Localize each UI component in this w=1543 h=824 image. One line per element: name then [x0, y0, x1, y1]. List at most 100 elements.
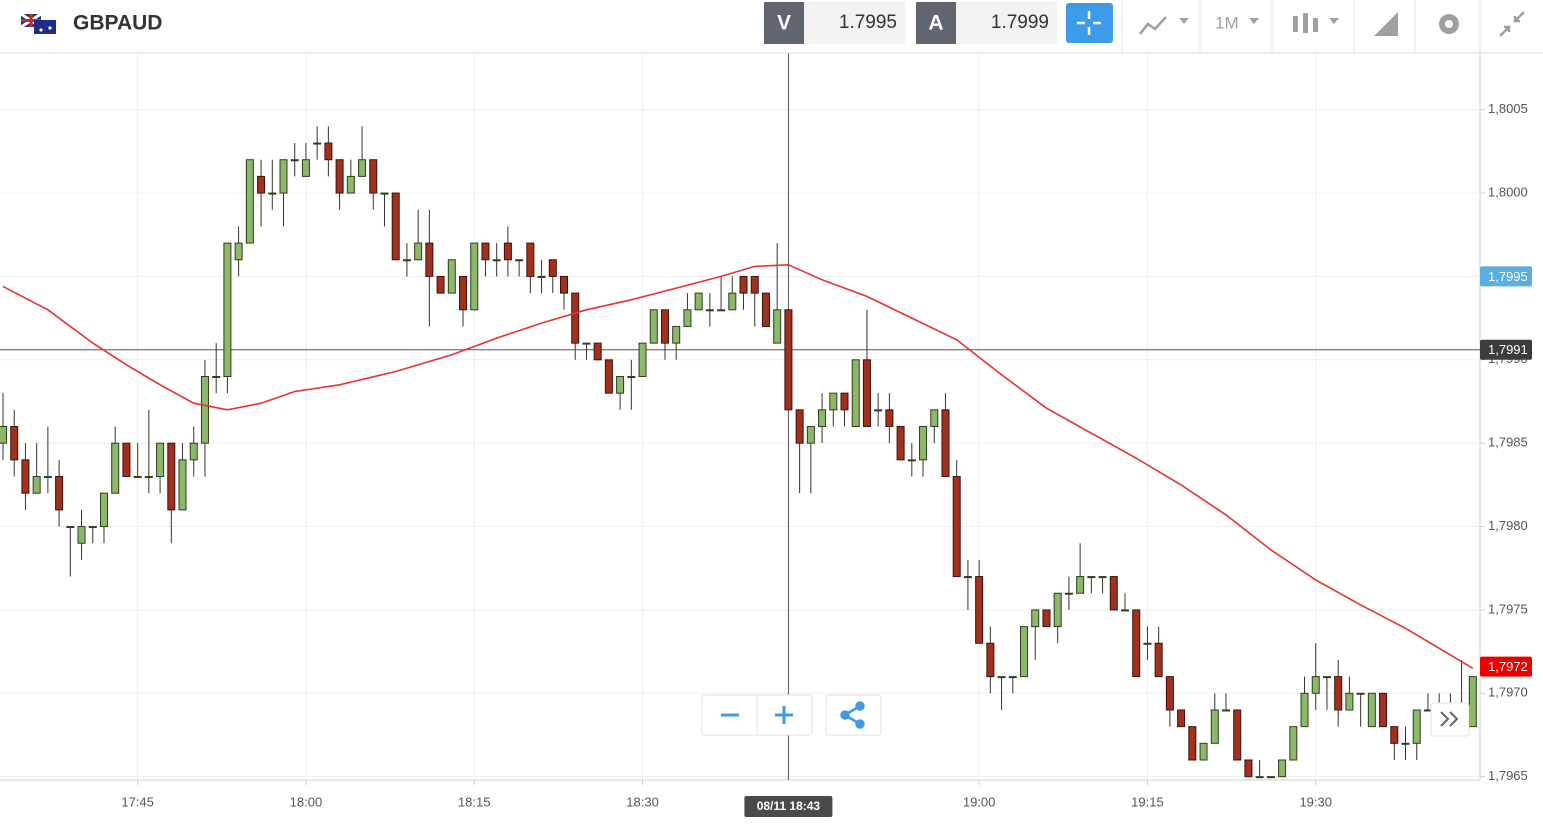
candle-body: [1188, 726, 1197, 761]
collapse-icon[interactable]: [1499, 11, 1525, 37]
candle-body: [1221, 709, 1230, 712]
candle-body: [593, 342, 602, 361]
buy-button[interactable]: [916, 2, 956, 44]
candle-body: [1154, 642, 1163, 678]
x-tick-label: 19:30: [1299, 794, 1332, 809]
symbol: GBPAUD: [73, 12, 162, 35]
candle-body: [1076, 576, 1085, 594]
candle-body: [0, 426, 7, 444]
candle-body: [1255, 776, 1264, 779]
candle-body: [919, 426, 928, 461]
candle-body: [515, 259, 524, 262]
candle-body: [795, 409, 804, 444]
candle-body: [1266, 776, 1275, 779]
candle-body: [1356, 692, 1365, 695]
candle-body: [930, 409, 939, 428]
sell-label: V: [777, 12, 791, 35]
candle-body: [986, 642, 995, 678]
candle-body: [178, 459, 187, 511]
candle-body: [582, 342, 591, 345]
crosshair-button[interactable]: [1066, 3, 1113, 43]
y-tick-label: 1,7975: [1488, 601, 1528, 616]
candle-body: [380, 192, 389, 195]
scroll-icon: [1440, 711, 1459, 727]
candle-body: [1345, 692, 1354, 711]
price-tag: [1480, 266, 1532, 287]
y-tick-label: 1,7970: [1488, 685, 1528, 700]
zoom-controls: [701, 694, 1470, 737]
candle-body: [941, 409, 950, 478]
price-tag-label: 1,7972: [1488, 659, 1528, 674]
candle-body: [604, 359, 613, 394]
y-tick-label: 1,7965: [1488, 768, 1528, 783]
candle-body: [335, 159, 344, 194]
x-tick-label: 17:45: [121, 794, 154, 809]
y-tick-label: 1,8000: [1488, 185, 1528, 200]
candle-body: [503, 242, 512, 261]
candle-body: [616, 375, 625, 394]
x-tick-label: 18:30: [626, 794, 659, 809]
price-tag-label: 1,7995: [1488, 269, 1528, 284]
candle-body: [10, 426, 19, 461]
candle-body: [548, 259, 557, 277]
scroll-right-button[interactable]: [1430, 702, 1470, 737]
candle-body: [436, 275, 445, 294]
crosshair-time-label: 08/11 18:43: [757, 799, 821, 813]
candle-body: [1390, 726, 1399, 744]
candle-body: [1087, 576, 1096, 579]
candle-body: [369, 159, 378, 194]
candle-body: [481, 242, 490, 261]
candle-body: [694, 292, 703, 311]
candle-body: [1098, 576, 1107, 579]
candle-body: [43, 476, 52, 479]
candle-body: [739, 275, 748, 294]
candle-body: [1165, 676, 1174, 711]
zoom-in[interactable]: [775, 706, 793, 724]
candle-body: [649, 309, 658, 344]
candle-body: [301, 159, 310, 177]
candle-body: [1367, 692, 1376, 728]
candle-body: [313, 142, 322, 145]
candle-body: [784, 309, 793, 411]
candle-body: [447, 259, 456, 294]
candle-body: [1053, 592, 1062, 628]
candle-body: [728, 292, 737, 311]
candle-body: [537, 275, 546, 278]
plot-area: 1,79651,79701,79751,79801,79851,79901,79…: [0, 53, 1543, 819]
candle-body: [1109, 576, 1118, 611]
draw-icon[interactable]: [1374, 12, 1398, 36]
candle-body: [1468, 676, 1477, 728]
buy-label: A: [928, 12, 943, 35]
candle-body: [660, 309, 669, 344]
chart-type-icon[interactable]: [1139, 16, 1167, 35]
candle-body: [245, 159, 254, 244]
candle-body: [1031, 609, 1040, 628]
timeframe[interactable]: 1M: [1215, 13, 1239, 32]
candle-body: [818, 409, 827, 428]
x-tick-label: 19:00: [963, 794, 996, 809]
candle-body: [750, 275, 759, 294]
candle-body: [851, 359, 860, 428]
candle-body: [1379, 692, 1388, 728]
candle-body: [1423, 709, 1432, 712]
candle-body: [1008, 676, 1017, 679]
candle-body: [1401, 742, 1410, 745]
share-button[interactable]: [825, 694, 882, 736]
candle-body: [346, 175, 355, 194]
candle-body: [885, 409, 894, 428]
candle-body: [1132, 609, 1141, 678]
buy-box: [956, 2, 1057, 44]
candle-body: [829, 392, 838, 411]
candle-body: [66, 526, 75, 529]
sell-button[interactable]: [764, 2, 804, 44]
crosshair-icon: [1077, 11, 1101, 35]
moving-average: [2, 263, 1474, 669]
candle-body: [55, 476, 64, 511]
candle-body: [133, 476, 142, 479]
candle-body: [806, 426, 815, 444]
x-tick-label: 19:15: [1131, 794, 1164, 809]
candle-body: [156, 442, 165, 478]
candle-body: [470, 242, 479, 311]
